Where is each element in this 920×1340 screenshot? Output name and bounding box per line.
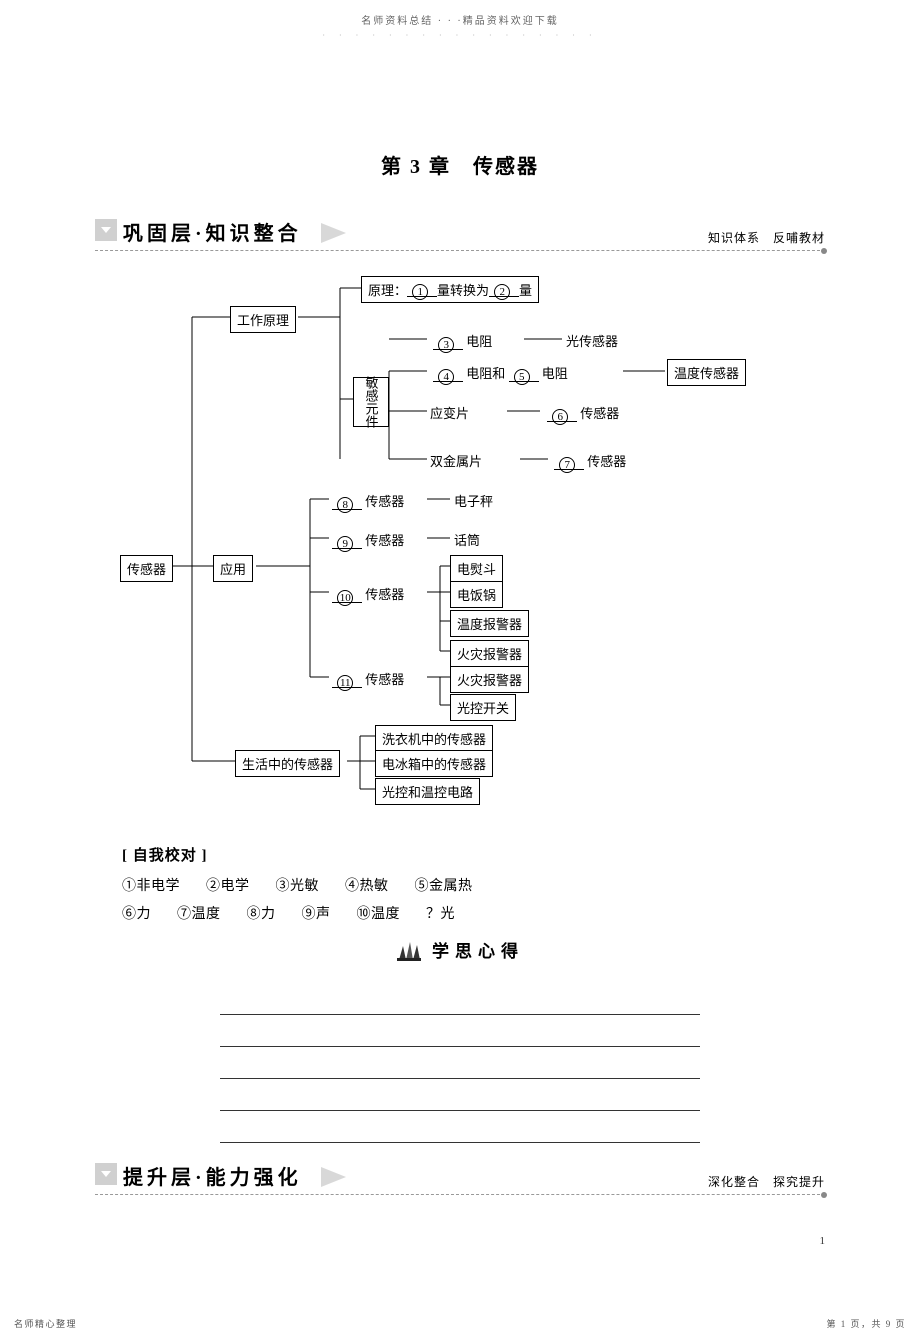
footer-left: 名师精心整理 <box>14 1317 77 1330</box>
banner-tail-shape <box>321 223 361 243</box>
row-principle: 原理： 1 量转换为 2 量 <box>361 276 539 303</box>
node-sensitive: 敏感元件 <box>353 377 389 427</box>
text-sjs: 双金属片 <box>430 451 482 470</box>
text-sensor7: 传感器 <box>587 454 626 469</box>
blank-lines <box>220 987 700 1143</box>
text-ybp: 应变片 <box>430 403 469 422</box>
text-resistand: 电阻和 <box>466 366 505 381</box>
row-resistor2: 4 电阻和 5 电阻 <box>433 363 568 382</box>
blank-line <box>220 1115 700 1143</box>
row-sensor10: 10 传感器 <box>332 584 404 603</box>
blank-line <box>220 1051 700 1079</box>
row-sensor6: 6 传感器 <box>547 403 619 422</box>
text-light-sensor: 光传感器 <box>566 331 618 350</box>
node-life-sensor: 生活中的传感器 <box>235 750 340 777</box>
node-root: 传感器 <box>120 555 173 582</box>
text-resistor: 电阻 <box>466 334 492 349</box>
page-header-dots: · · · · · · · · · · · · · · · · · <box>0 31 920 40</box>
chapter-title: 第 3 章 传感器 <box>0 150 920 179</box>
section-title: 巩固层·知识整合 <box>123 217 302 246</box>
self-check-title: [ 自我校对 ] <box>122 844 800 865</box>
blank-line <box>220 1083 700 1111</box>
pen-holder-icon <box>396 940 422 967</box>
text-sensor6: 传感器 <box>580 406 619 421</box>
text-resistor3: 电阻 <box>542 366 568 381</box>
node-fire-alarm: 火灾报警器 <box>450 640 529 667</box>
section-consolidate-banner: 巩固层·知识整合 知识体系 反哺教材 <box>95 219 825 251</box>
node-temp-sensor: 温度传感器 <box>667 359 746 386</box>
reflection-title: 学思心得 <box>432 942 524 961</box>
row-sensor9: 9 传感器 <box>332 530 404 549</box>
node-washer: 洗衣机中的传感器 <box>375 725 493 752</box>
text-mic: 话筒 <box>454 530 480 549</box>
text-sensor8: 传感器 <box>365 494 404 509</box>
node-light-switch: 光控开关 <box>450 694 516 721</box>
footer-right: 第 1 页，共 9 页 <box>826 1317 906 1330</box>
page-footer: 名师精心整理 第 1 页，共 9 页 <box>0 1247 920 1340</box>
text-sensor9: 传感器 <box>365 533 404 548</box>
down-arrow-icon <box>95 1163 117 1185</box>
down-arrow-icon <box>95 219 117 241</box>
text-sensor11: 传感器 <box>365 672 404 687</box>
section2-title: 提升层·能力强化 <box>123 1161 302 1190</box>
blank-line <box>220 1019 700 1047</box>
section-subtitle: 知识体系 反哺教材 <box>708 229 825 246</box>
node-work-principle: 工作原理 <box>230 306 296 333</box>
node-circuit: 光控和温控电路 <box>375 778 480 805</box>
banner-tail-shape <box>321 1167 361 1187</box>
answers-row-1: ①非电学 ②电学 ③光敏 ④热敏 ⑤金属热 <box>122 875 800 895</box>
knowledge-diagram: 传感器 工作原理 敏感元件 应用 生活中的传感器 原理： 1 量转换为 2 量 … <box>110 271 810 826</box>
node-application: 应用 <box>213 555 253 582</box>
text-qty1: 量转换为 <box>437 280 489 299</box>
reflection-heading: 学思心得 <box>0 937 920 967</box>
answers-row-2: ⑥力 ⑦温度 ⑧力 ⑨声 ⑩温度 ？光 <box>122 903 800 923</box>
row-resistor: 3 电阻 <box>433 331 492 350</box>
row-sensor7: 7 传感器 <box>554 451 626 470</box>
node-fridge: 电冰箱中的传感器 <box>375 750 493 777</box>
text-qty2: 量 <box>519 280 532 299</box>
text-scale: 电子秤 <box>454 491 493 510</box>
page-header: 名师资料总结 · · ·精品资料欢迎下载 <box>0 0 920 31</box>
node-cooker: 电饭锅 <box>450 581 503 608</box>
node-fire-alarm2: 火灾报警器 <box>450 666 529 693</box>
text-principle: 原理： <box>368 280 407 299</box>
node-iron: 电熨斗 <box>450 555 503 582</box>
section2-subtitle: 深化整合 探究提升 <box>708 1173 825 1190</box>
row-sensor8: 8 传感器 <box>332 491 404 510</box>
node-temp-alarm: 温度报警器 <box>450 610 529 637</box>
self-check-section: [ 自我校对 ] ①非电学 ②电学 ③光敏 ④热敏 ⑤金属热 ⑥力 ⑦温度 ⑧力… <box>122 844 800 923</box>
page-number: 1 <box>0 1235 825 1247</box>
blank-line <box>220 987 700 1015</box>
text-sensor10: 传感器 <box>365 587 404 602</box>
section-enhance-banner: 提升层·能力强化 深化整合 探究提升 <box>95 1163 825 1195</box>
row-sensor11: 11 传感器 <box>332 669 404 688</box>
